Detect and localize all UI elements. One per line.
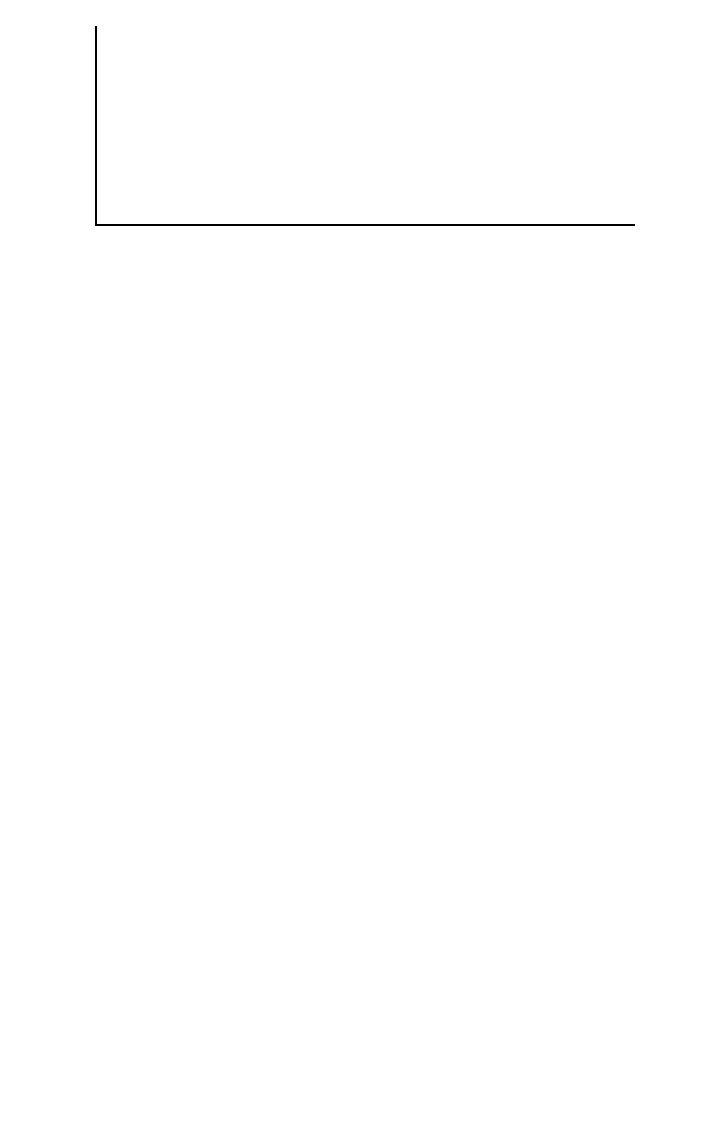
panel-a-y-axis	[60, 26, 95, 226]
panel-a	[10, 10, 698, 310]
panel-a-chart-area	[95, 26, 635, 226]
panel-cd	[10, 708, 698, 1088]
panel-b	[10, 328, 698, 698]
figure-container	[10, 10, 698, 1088]
panel-a-bars	[97, 26, 635, 224]
